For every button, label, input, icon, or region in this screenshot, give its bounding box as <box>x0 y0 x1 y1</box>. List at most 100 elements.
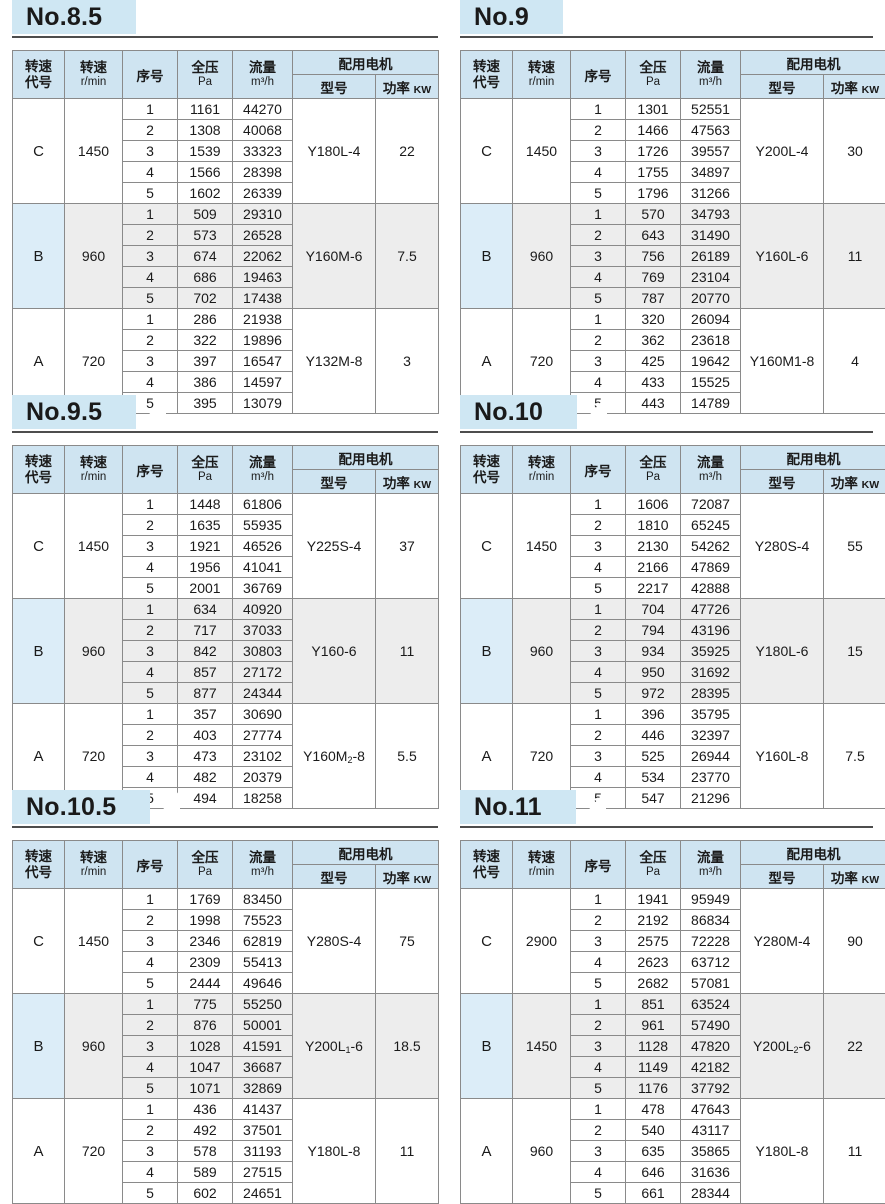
cell-flow: 57490 <box>681 1015 741 1036</box>
header-seq: 序号 <box>571 841 626 889</box>
cell-speed-code: B <box>461 994 513 1099</box>
cell-flow: 63712 <box>681 952 741 973</box>
cell-seq: 4 <box>571 557 626 578</box>
cell-flow: 52551 <box>681 99 741 120</box>
cell-flow: 30690 <box>233 704 293 725</box>
cell-seq: 3 <box>123 536 178 557</box>
cell-seq: 4 <box>123 1162 178 1183</box>
header-motor-group: 配用电机 <box>741 841 885 865</box>
cell-pressure: 1149 <box>626 1057 681 1078</box>
cell-pressure: 769 <box>626 267 681 288</box>
cell-pressure: 578 <box>178 1141 233 1162</box>
header-speed-code: 转速代号 <box>13 446 65 494</box>
cell-flow: 36687 <box>233 1057 293 1078</box>
section-title: No.10 <box>474 398 543 426</box>
cell-flow: 24651 <box>233 1183 293 1204</box>
cell-flow: 37501 <box>233 1120 293 1141</box>
header-motor-group: 配用电机 <box>741 446 885 470</box>
cell-pressure: 794 <box>626 620 681 641</box>
cell-pressure: 634 <box>178 599 233 620</box>
cell-flow: 50001 <box>233 1015 293 1036</box>
cell-flow: 39557 <box>681 141 741 162</box>
cell-flow: 34897 <box>681 162 741 183</box>
cell-seq: 5 <box>123 183 178 204</box>
cell-flow: 40068 <box>233 120 293 141</box>
cell-pressure: 661 <box>626 1183 681 1204</box>
header-motor-group: 配用电机 <box>741 51 885 75</box>
cell-seq: 1 <box>123 599 178 620</box>
cell-speed-rpm: 1450 <box>65 99 123 204</box>
header-motor-power: 功率 KW <box>824 470 885 494</box>
cell-motor-power: 37 <box>376 494 439 599</box>
cell-pressure: 702 <box>178 288 233 309</box>
cell-pressure: 1602 <box>178 183 233 204</box>
header-seq: 序号 <box>571 51 626 99</box>
header-motor-model: 型号 <box>741 470 824 494</box>
cell-flow: 43117 <box>681 1120 741 1141</box>
cell-flow: 72228 <box>681 931 741 952</box>
cell-seq: 4 <box>123 162 178 183</box>
cell-pressure: 1448 <box>178 494 233 515</box>
cell-pressure: 1956 <box>178 557 233 578</box>
cell-seq: 3 <box>571 931 626 952</box>
cell-flow: 14597 <box>233 372 293 393</box>
cell-seq: 5 <box>123 1078 178 1099</box>
cell-flow: 42182 <box>681 1057 741 1078</box>
cell-pressure: 1047 <box>178 1057 233 1078</box>
cell-flow: 26189 <box>681 246 741 267</box>
cell-seq: 1 <box>571 494 626 515</box>
cell-pressure: 2444 <box>178 973 233 994</box>
cell-flow: 23770 <box>681 767 741 788</box>
cell-flow: 28395 <box>681 683 741 704</box>
cell-pressure: 540 <box>626 1120 681 1141</box>
cell-pressure: 1810 <box>626 515 681 536</box>
cell-speed-code: B <box>13 994 65 1099</box>
cell-seq: 3 <box>571 246 626 267</box>
cell-flow: 44270 <box>233 99 293 120</box>
cell-speed-code: B <box>461 204 513 309</box>
cell-seq: 5 <box>123 973 178 994</box>
header-motor-model: 型号 <box>293 865 376 889</box>
cell-flow: 47563 <box>681 120 741 141</box>
header-motor-power: 功率 KW <box>376 470 439 494</box>
cell-seq: 2 <box>123 1015 178 1036</box>
cell-flow: 31636 <box>681 1162 741 1183</box>
cell-seq: 5 <box>571 683 626 704</box>
cell-pressure: 397 <box>178 351 233 372</box>
cell-motor-model: Y160L-6 <box>741 204 824 309</box>
cell-seq: 2 <box>571 1120 626 1141</box>
cell-pressure: 320 <box>626 309 681 330</box>
cell-flow: 83450 <box>233 889 293 910</box>
cell-seq: 4 <box>123 267 178 288</box>
cell-flow: 19463 <box>233 267 293 288</box>
cell-flow: 43196 <box>681 620 741 641</box>
cell-speed-rpm: 960 <box>65 204 123 309</box>
header-speed-code: 转速代号 <box>461 51 513 99</box>
cell-pressure: 602 <box>178 1183 233 1204</box>
cell-seq: 4 <box>571 1162 626 1183</box>
cell-seq: 4 <box>571 267 626 288</box>
banner-underline <box>12 431 438 433</box>
cell-pressure: 362 <box>626 330 681 351</box>
cell-speed-rpm: 1450 <box>65 494 123 599</box>
cell-flow: 32869 <box>233 1078 293 1099</box>
cell-speed-rpm: 960 <box>65 599 123 704</box>
cell-seq: 3 <box>571 141 626 162</box>
cell-seq: 1 <box>571 309 626 330</box>
cell-pressure: 1769 <box>178 889 233 910</box>
cell-speed-code: B <box>13 599 65 704</box>
cell-flow: 27515 <box>233 1162 293 1183</box>
